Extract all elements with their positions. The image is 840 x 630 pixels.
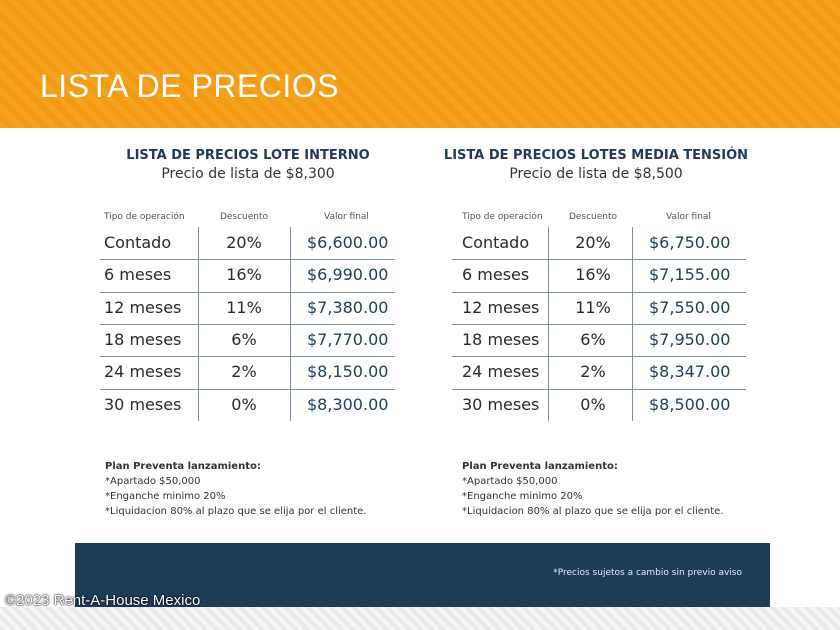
cell: $7,770.00 — [307, 329, 389, 349]
column-header: Valor final — [666, 212, 711, 222]
cell: $6,990.00 — [307, 265, 389, 285]
cell: 11% — [575, 297, 611, 317]
cell: 6 meses — [462, 265, 530, 285]
cell: 20% — [575, 233, 611, 252]
cell: $7,950.00 — [649, 329, 731, 349]
row-divider — [452, 388, 746, 390]
column-header: Descuento — [568, 212, 618, 222]
cell: $6,600.00 — [307, 233, 389, 252]
floor — [0, 607, 840, 630]
cell: 6% — [580, 329, 606, 349]
cell: Contado — [462, 233, 530, 252]
cell: $6,750.00 — [649, 233, 731, 252]
cell: $8,500.00 — [649, 394, 731, 414]
cell: 24 meses — [462, 362, 540, 382]
footer-bar: *Precios sujetos a cambio sin previo avi… — [75, 543, 770, 607]
note: *Apartado $50,000 — [105, 476, 201, 487]
cell: $7,155.00 — [649, 265, 731, 285]
notes-heading: Plan Preventa lanzamiento: — [462, 461, 618, 472]
row-divider — [100, 291, 395, 293]
cell: 12 meses — [462, 297, 540, 317]
cell: 2% — [231, 362, 257, 382]
cell: 16% — [575, 265, 611, 285]
table-title: LISTA DE PRECIOS LOTE INTERNO — [126, 148, 370, 163]
note: *Apartado $50,000 — [462, 476, 558, 487]
column-header: Valor final — [324, 212, 369, 222]
cell: $8,300.00 — [307, 394, 389, 414]
row-divider — [452, 323, 746, 325]
row-divider — [100, 323, 395, 325]
notes-heading: Plan Preventa lanzamiento: — [105, 461, 261, 472]
cell: 0% — [580, 394, 606, 414]
cell: 0% — [231, 394, 257, 414]
table-subtitle: Precio de lista de $8,300 — [161, 166, 335, 182]
page-title: LISTA DE PRECIOS — [40, 68, 340, 104]
row-divider — [452, 356, 746, 358]
cell: 11% — [226, 297, 262, 317]
header-band — [0, 0, 840, 128]
cell: 30 meses — [462, 394, 540, 414]
column-header: Descuento — [219, 212, 269, 222]
row-divider — [452, 291, 746, 293]
cell: 6% — [231, 329, 257, 349]
table-subtitle: Precio de lista de $8,500 — [509, 166, 683, 182]
cell: $7,380.00 — [307, 297, 389, 317]
cell: 20% — [226, 233, 262, 252]
column-divider — [548, 227, 549, 421]
cell: 6 meses — [104, 265, 172, 285]
footer-note: *Precios sujetos a cambio sin previo avi… — [553, 568, 742, 578]
cell: 16% — [226, 265, 262, 285]
note: *Liquidacion 80% al plazo que se elija p… — [105, 506, 367, 517]
column-divider — [290, 227, 291, 421]
cell: Contado — [104, 233, 172, 252]
cell: 24 meses — [104, 362, 182, 382]
column-header: Tipo de operación — [104, 212, 185, 222]
row-divider — [100, 356, 395, 358]
cell: 12 meses — [104, 297, 182, 317]
cell: 18 meses — [462, 329, 540, 349]
note: *Enganche minimo 20% — [462, 491, 583, 502]
note: *Enganche minimo 20% — [105, 491, 226, 502]
column-header: Tipo de operación — [462, 212, 543, 222]
cell: 2% — [580, 362, 606, 382]
column-divider — [198, 227, 199, 421]
watermark: ©2023 Rent-A-House Mexico — [5, 592, 201, 609]
table-title: LISTA DE PRECIOS LOTES MEDIA TENSIÓN — [443, 148, 749, 163]
column-divider — [632, 227, 633, 421]
cell: $8,347.00 — [649, 362, 731, 382]
note: *Liquidacion 80% al plazo que se elija p… — [462, 506, 724, 517]
row-divider — [100, 259, 395, 261]
row-divider — [100, 388, 395, 390]
cell: $7,550.00 — [649, 297, 731, 317]
cell: 18 meses — [104, 329, 182, 349]
row-divider — [452, 259, 746, 261]
cell: $8,150.00 — [307, 362, 389, 382]
cell: 30 meses — [104, 394, 182, 414]
